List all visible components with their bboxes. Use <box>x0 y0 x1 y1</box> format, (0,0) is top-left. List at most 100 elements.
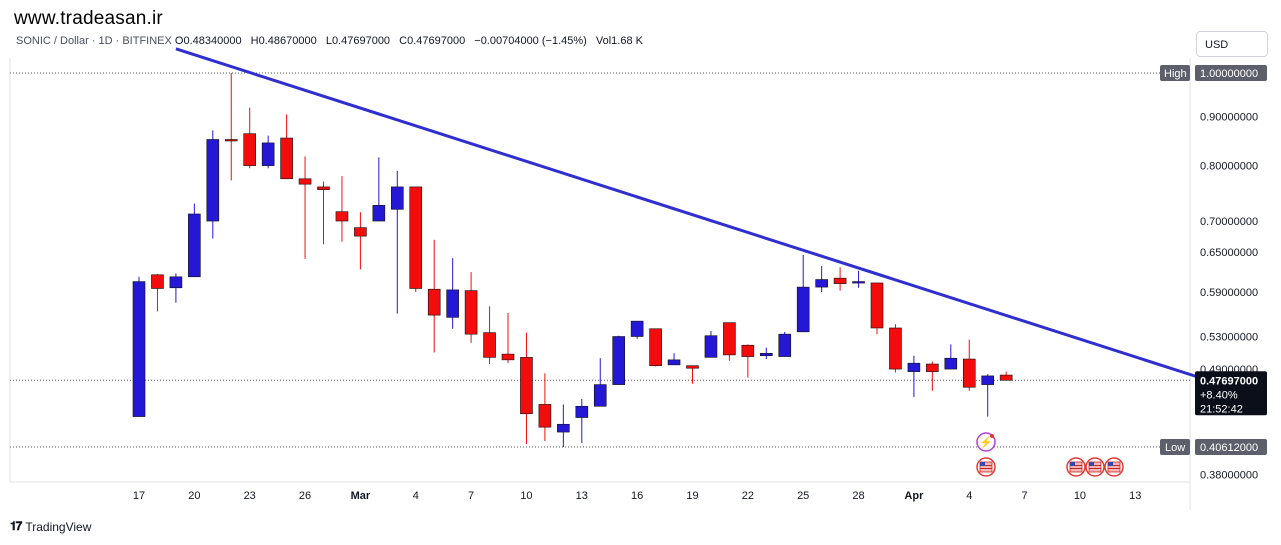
us-flag-event-icon-canton <box>1070 462 1075 466</box>
candle-body[interactable] <box>446 289 459 318</box>
y-tick-label: 0.65000000 <box>1200 247 1258 259</box>
candle-body[interactable] <box>317 186 330 190</box>
high-tag-label: High <box>1164 68 1187 80</box>
candle-body[interactable] <box>612 336 626 385</box>
last-change-label: +8.40% <box>1200 389 1238 401</box>
candle-body[interactable] <box>206 139 220 222</box>
y-tick-label: 0.53000000 <box>1200 332 1258 344</box>
x-tick-label: 19 <box>686 490 698 502</box>
us-flag-event-icon-body <box>1107 461 1121 473</box>
candle-body[interactable] <box>354 227 367 237</box>
symbol-label[interactable]: SONIC / Dollar · 1D · BITFINEX <box>16 35 172 47</box>
us-flag-event-icon-body <box>979 461 993 473</box>
us-flag-event-icon-body <box>1069 461 1083 473</box>
candle-body[interactable] <box>630 320 644 337</box>
candle-body[interactable] <box>704 335 718 358</box>
x-tick-label: 25 <box>797 490 809 502</box>
candle-body[interactable] <box>759 352 773 357</box>
vol-value: 1.68 K <box>611 35 643 47</box>
candle-body[interactable] <box>261 142 275 166</box>
countdown-label: 21:52:42 <box>1200 403 1243 415</box>
x-tick-label: 26 <box>299 490 311 502</box>
low-tag-label: Low <box>1165 442 1185 454</box>
lightning-event-icon[interactable] <box>976 432 996 452</box>
y-tick-label: 0.38000000 <box>1200 470 1258 482</box>
x-tick-label: 28 <box>852 490 864 502</box>
watermark: www.tradeasan.ir <box>14 8 163 29</box>
candle-body[interactable] <box>981 375 995 385</box>
candle-body[interactable] <box>538 404 552 428</box>
x-tick-label: Apr <box>904 490 924 502</box>
candle-body[interactable] <box>999 374 1013 381</box>
y-tick-label: 0.70000000 <box>1200 216 1258 228</box>
candle-body[interactable] <box>464 290 478 335</box>
candle-body[interactable] <box>962 358 976 388</box>
high-label: H <box>250 35 259 47</box>
candle-body[interactable] <box>298 178 312 185</box>
y-tick-label: 0.90000000 <box>1200 112 1258 124</box>
candle-body[interactable] <box>520 357 533 415</box>
candle-body[interactable] <box>778 333 792 357</box>
close-label: C <box>399 35 408 47</box>
candle-body[interactable] <box>483 332 496 358</box>
candle-body[interactable] <box>944 357 958 370</box>
tradingview-brand[interactable]: 𝟏𝟕 TradingView <box>10 519 91 534</box>
candle-body[interactable] <box>889 327 902 370</box>
candle-body[interactable] <box>390 186 404 210</box>
candle-body[interactable] <box>741 344 755 357</box>
candle-body[interactable] <box>907 362 921 372</box>
high-value-label: 1.00000000 <box>1200 68 1258 80</box>
candle-body[interactable] <box>815 279 828 288</box>
candle-body[interactable] <box>427 288 441 316</box>
close-value: 0.47697000 <box>407 35 466 47</box>
x-tick-label: 23 <box>244 490 256 502</box>
low-value-tag <box>1195 439 1267 455</box>
vol-label: Vol <box>595 35 612 47</box>
last-price-label: 0.47697000 <box>1200 375 1258 387</box>
candle-body[interactable] <box>796 286 810 333</box>
candle-body[interactable] <box>649 328 662 366</box>
candle-body[interactable] <box>243 133 256 166</box>
x-tick-label: Mar <box>351 490 371 502</box>
us-flag-event-icon-body <box>1088 461 1102 473</box>
candle-body[interactable] <box>151 274 164 289</box>
us-flag-event-icon-canton <box>1089 462 1094 466</box>
high-tag <box>1160 65 1190 81</box>
x-tick-label: 17 <box>133 490 145 502</box>
candle-body[interactable] <box>593 384 607 407</box>
high-value-tag <box>1195 65 1267 81</box>
candle-body[interactable] <box>132 281 146 417</box>
candle-body[interactable] <box>372 205 386 222</box>
x-tick-label: 16 <box>631 490 643 502</box>
candle-body[interactable] <box>723 322 736 356</box>
candle-body[interactable] <box>557 423 570 433</box>
event-dot-icon <box>990 434 994 438</box>
x-tick-label: 7 <box>1022 490 1028 502</box>
low-label: L <box>325 35 332 47</box>
candle-body[interactable] <box>833 277 847 284</box>
candle-body[interactable] <box>280 137 293 180</box>
open-label: O <box>174 35 184 47</box>
y-tick-label: 0.59000000 <box>1200 287 1258 299</box>
candle-body[interactable] <box>188 213 201 278</box>
candle-body[interactable] <box>501 353 515 361</box>
candle-body[interactable] <box>667 359 681 366</box>
candle-body[interactable] <box>926 363 939 372</box>
candle-body[interactable] <box>169 276 183 289</box>
tradingview-logo-icon: 𝟏𝟕 <box>10 519 22 533</box>
candle-body[interactable] <box>870 282 884 329</box>
candle-body[interactable] <box>335 211 349 222</box>
x-tick-label: 4 <box>966 490 972 502</box>
candle-body[interactable] <box>575 405 589 418</box>
x-tick-label: 7 <box>468 490 474 502</box>
trendline[interactable] <box>175 47 1201 380</box>
candle-body[interactable] <box>852 281 865 284</box>
candle-body[interactable] <box>224 139 238 142</box>
x-tick-label: 13 <box>576 490 588 502</box>
candle-body[interactable] <box>409 186 423 289</box>
open-value: 0.48340000 <box>183 35 242 47</box>
currency-selector[interactable]: USD <box>1196 31 1268 57</box>
candle-body[interactable] <box>686 365 699 369</box>
ohlc-legend: SONIC / Dollar · 1D · BITFINEX O0.483400… <box>16 35 649 47</box>
